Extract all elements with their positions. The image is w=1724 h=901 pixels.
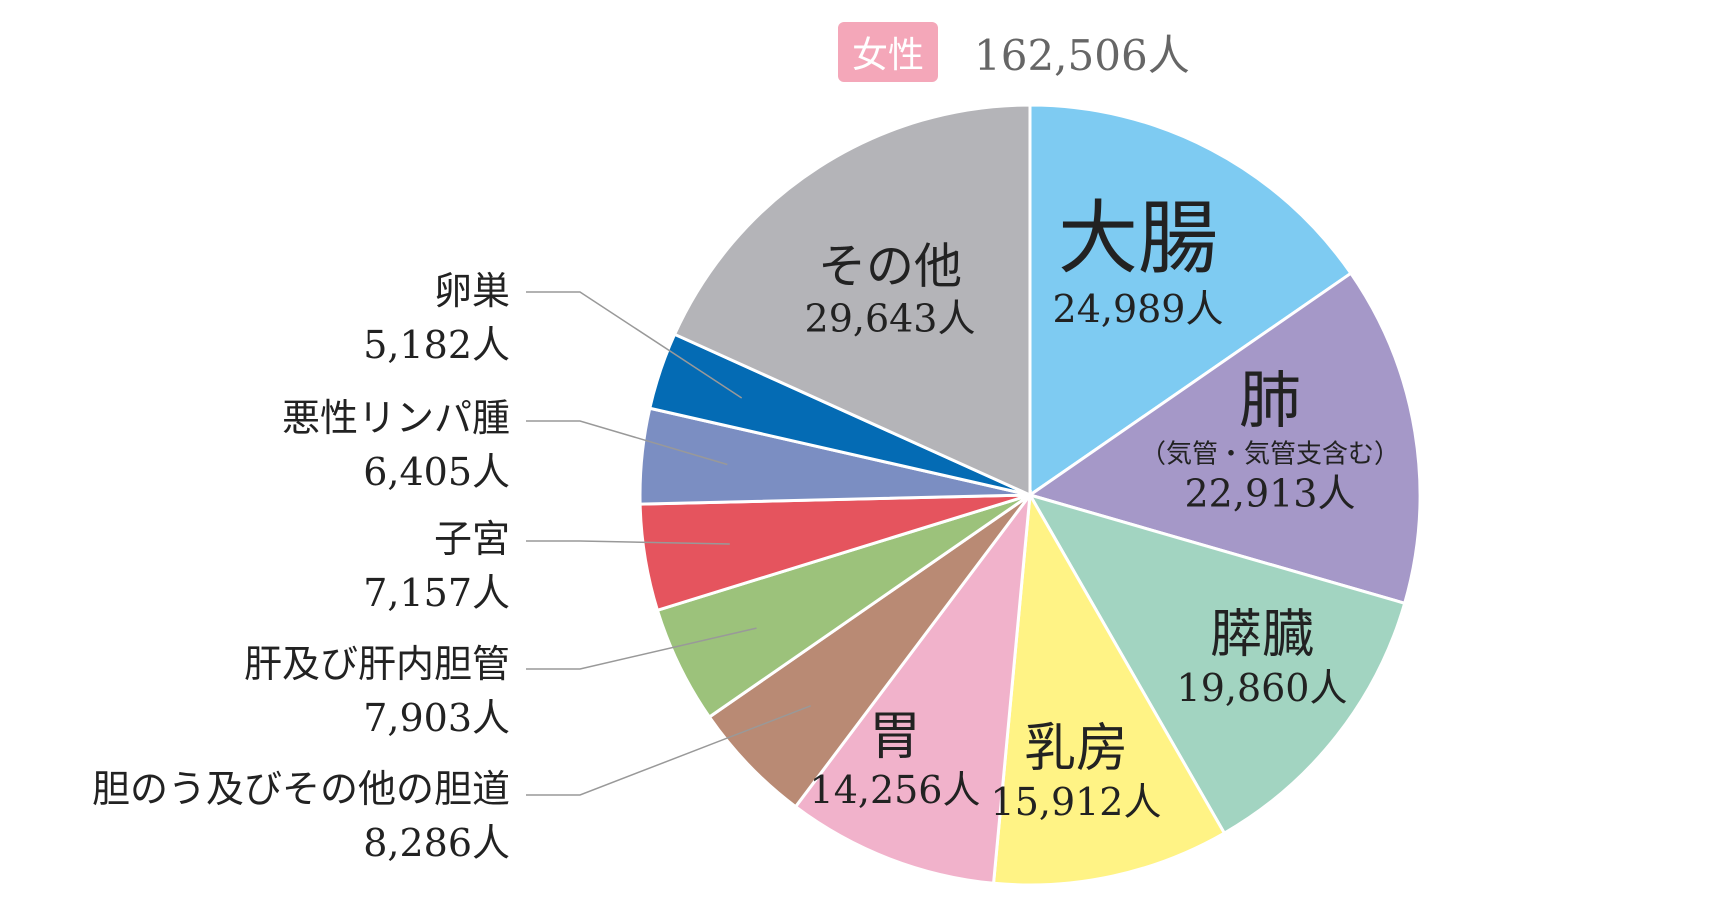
label-gallbladder: 胆のう及びその他の胆道 8,286人 xyxy=(0,766,510,867)
label-colon: 大腸 24,989人 xyxy=(1053,191,1224,333)
label-stomach: 胃 14,256人 xyxy=(810,706,981,814)
leader-line-lymphoma xyxy=(526,420,728,466)
label-pancreas-value: 19,860人 xyxy=(1176,666,1348,711)
label-lymphoma-name: 悪性リンパ腫 xyxy=(281,396,510,440)
label-liver-value: 7,903人 xyxy=(363,695,510,740)
leader-line-uterus xyxy=(526,540,730,545)
label-pancreas-name: 膵臓 xyxy=(1209,605,1314,666)
leader-line-gallbladder xyxy=(526,705,811,796)
label-pancreas: 膵臓 19,860人 xyxy=(1177,604,1348,712)
leader-line-ovary xyxy=(526,291,743,399)
label-liver-name: 肝及び肝内胆管 xyxy=(243,642,510,686)
label-uterus-name: 子宮 xyxy=(433,517,510,561)
label-breast: 乳房 15,912人 xyxy=(991,718,1162,826)
chart-header: 女性 162,506人 xyxy=(838,22,1190,82)
gender-badge: 女性 xyxy=(838,22,939,82)
label-liver: 肝及び肝内胆管 7,903人 xyxy=(0,641,510,742)
label-other-value: 29,643人 xyxy=(804,296,976,340)
label-other-name: その他 xyxy=(817,238,962,295)
label-lung-value: 22,913人 xyxy=(1184,470,1356,515)
label-ovary-name: 卵巣 xyxy=(433,269,510,313)
label-lymphoma-value: 6,405人 xyxy=(363,449,510,494)
label-gallbladder-value: 8,286人 xyxy=(363,820,510,865)
label-lymphoma: 悪性リンパ腫 6,405人 xyxy=(0,395,510,496)
pie-slice-breast xyxy=(991,490,1227,887)
label-breast-value: 15,912人 xyxy=(990,780,1162,825)
pie-slice-stomach xyxy=(793,489,1032,885)
label-stomach-value: 14,256人 xyxy=(809,768,981,813)
label-colon-value: 24,989人 xyxy=(1052,287,1224,332)
label-breast-name: 乳房 xyxy=(1023,719,1128,780)
label-ovary-value: 5,182人 xyxy=(363,322,510,367)
pie-slice-other xyxy=(672,103,1032,498)
pie-slice-pancreas xyxy=(1026,492,1407,836)
label-lung: 肺 （気管・気管支含む） 22,913人 xyxy=(1140,363,1400,516)
total-count: 162,506人 xyxy=(974,30,1190,80)
label-ovary: 卵巣 5,182人 xyxy=(0,268,510,369)
label-uterus: 子宮 7,157人 xyxy=(0,516,510,617)
label-lung-note: （気管・気管支含む） xyxy=(1139,439,1401,470)
leader-line-liver xyxy=(526,627,757,670)
pie-slice-colon xyxy=(1028,103,1353,498)
label-uterus-value: 7,157人 xyxy=(363,570,510,615)
label-stomach-name: 胃 xyxy=(868,707,921,768)
label-colon-name: 大腸 xyxy=(1058,192,1218,286)
label-gallbladder-name: 胆のう及びその他の胆道 xyxy=(91,767,510,811)
label-other: その他 29,643人 xyxy=(805,238,976,341)
pie-slice-lung xyxy=(1026,271,1422,606)
label-lung-name: 肺 xyxy=(1238,363,1302,437)
